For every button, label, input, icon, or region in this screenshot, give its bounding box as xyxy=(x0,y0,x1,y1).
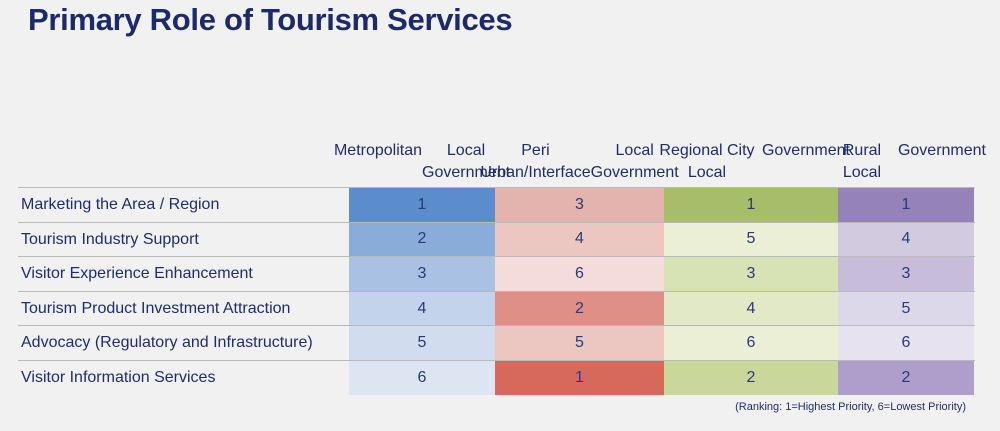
rank-cell: 2 xyxy=(349,222,495,257)
rank-cell: 5 xyxy=(664,222,838,257)
column-header-line1: Metropolitan xyxy=(333,142,423,159)
rank-cell: 3 xyxy=(349,257,495,291)
column-header-line1: Regional City Local xyxy=(659,142,755,181)
row-divider xyxy=(18,360,975,361)
rank-cell: 4 xyxy=(349,291,495,326)
rank-cell: 4 xyxy=(838,222,974,257)
rank-cell: 5 xyxy=(838,291,974,326)
row-label: Marketing the Area / Region xyxy=(21,196,220,213)
rank-cell: 3 xyxy=(838,257,974,291)
rank-cell: 6 xyxy=(664,326,838,360)
rank-cell: 1 xyxy=(349,188,495,222)
row-divider xyxy=(18,187,975,188)
column-header-line1: Peri Urban/Interface xyxy=(480,142,591,181)
rank-cell: 5 xyxy=(349,326,495,360)
rank-cell: 1 xyxy=(495,361,664,395)
rank-cell: 6 xyxy=(349,361,495,395)
column-header-line2: Local Government xyxy=(422,142,511,181)
rank-cell: 2 xyxy=(838,361,974,395)
rank-cell: 2 xyxy=(664,361,838,395)
page-title: Primary Role of Tourism Services xyxy=(28,2,513,37)
row-divider xyxy=(18,256,975,258)
rank-cell: 1 xyxy=(664,188,838,222)
column-header-line2: Government xyxy=(897,142,986,159)
rank-cell: 3 xyxy=(495,188,664,222)
row-divider xyxy=(18,325,975,327)
column-header: Regional City Local Government xyxy=(652,140,850,186)
row-divider xyxy=(18,290,975,292)
column-header-line2: Government xyxy=(761,142,850,159)
row-label: Visitor Information Services xyxy=(21,369,216,386)
rank-cell: 5 xyxy=(495,326,664,360)
column-header: Rural Local Government xyxy=(826,140,986,186)
rank-cell: 6 xyxy=(838,326,974,360)
row-label: Advocacy (Regulatory and Infrastructure) xyxy=(21,334,313,352)
row-divider xyxy=(18,221,975,223)
column-header-line1: Rural Local xyxy=(842,142,882,181)
row-label: Tourism Product Investment Attraction xyxy=(21,299,291,317)
row-label: Tourism Industry Support xyxy=(21,230,199,248)
rank-cell: 6 xyxy=(495,257,664,291)
rank-cell: 3 xyxy=(664,257,838,291)
rank-cell: 1 xyxy=(838,188,974,222)
column-header-line2: Local Government xyxy=(590,142,679,181)
column-header: Metropolitan Local Government xyxy=(333,140,511,186)
rank-cell: 4 xyxy=(664,291,838,326)
column-header: Peri Urban/Interface Local Government xyxy=(480,140,679,186)
row-label: Visitor Experience Enhancement xyxy=(21,265,253,283)
ranking-note: (Ranking: 1=Highest Priority, 6=Lowest P… xyxy=(735,401,966,413)
rank-cell: 2 xyxy=(495,291,664,326)
rank-cell: 4 xyxy=(495,222,664,257)
